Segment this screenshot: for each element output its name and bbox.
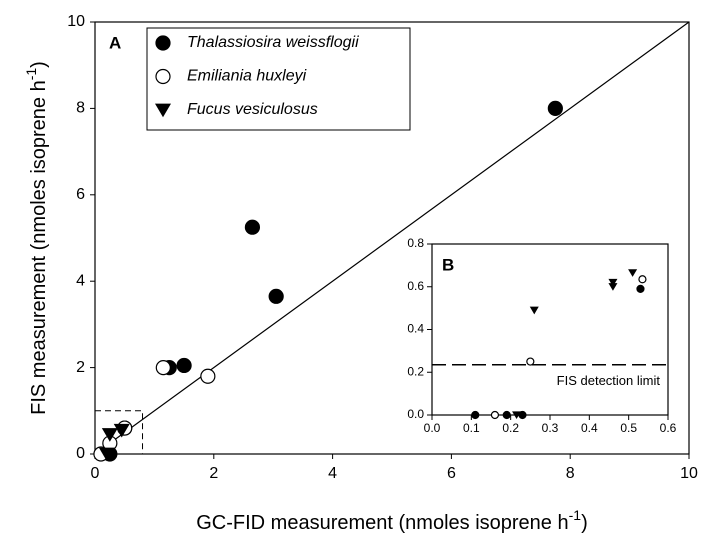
point xyxy=(471,410,480,420)
x-tick-label: 0.4 xyxy=(581,421,598,435)
x-tick-label: 0.2 xyxy=(502,421,519,435)
x-tick-label: 0.6 xyxy=(660,421,677,435)
point xyxy=(200,368,216,384)
panel-label: A xyxy=(109,33,121,52)
y-tick-label: 6 xyxy=(76,186,85,203)
y-axis-label-main: FIS measurement (nmoles isoprene h xyxy=(28,80,50,415)
point xyxy=(526,357,535,366)
x-axis-label: GC-FID measurement (nmoles isoprene h-1) xyxy=(196,507,587,535)
y-tick-label: 0.8 xyxy=(407,236,424,250)
x-tick-label: 0.5 xyxy=(620,421,637,435)
legend-box xyxy=(146,27,411,131)
point xyxy=(512,411,522,420)
x-tick-label: 2 xyxy=(209,465,218,482)
y-axis-label-sup: -1 xyxy=(23,68,39,81)
point xyxy=(244,219,261,235)
point xyxy=(518,410,527,420)
legend-label: Emiliania huxleyi xyxy=(187,68,307,85)
plot-frame xyxy=(431,243,669,416)
point xyxy=(98,447,115,462)
x-axis-label-main: GC-FID measurement (nmoles isoprene h xyxy=(196,512,568,534)
point xyxy=(101,428,118,442)
x-tick-label: 6 xyxy=(447,465,456,482)
identity-line xyxy=(94,21,690,455)
point xyxy=(529,306,539,315)
x-tick-label: 0.1 xyxy=(463,421,480,435)
plot-frame xyxy=(94,21,690,455)
point xyxy=(628,269,638,277)
point xyxy=(155,68,171,85)
detection-limit-label: FIS detection limit xyxy=(557,373,661,388)
x-tick-label: 8 xyxy=(566,465,575,482)
x-tick-label: 4 xyxy=(328,465,337,482)
y-tick-label: 0.4 xyxy=(407,322,424,336)
legend-label: Fucus vesiculosus xyxy=(187,101,318,118)
x-axis-label-sup: -1 xyxy=(569,507,582,523)
point xyxy=(155,103,171,118)
point xyxy=(490,410,500,420)
point xyxy=(638,275,647,284)
y-tick-label: 8 xyxy=(76,100,85,117)
y-axis-label-end: ) xyxy=(28,61,50,68)
point xyxy=(155,35,171,51)
x-tick-label: 0.3 xyxy=(542,421,559,435)
point xyxy=(268,288,284,304)
point xyxy=(155,360,171,376)
point xyxy=(608,283,618,291)
point xyxy=(113,423,130,438)
point xyxy=(547,100,563,117)
panel-label: B xyxy=(442,255,454,274)
y-tick-label: 0.2 xyxy=(407,364,424,378)
y-tick-label: 0 xyxy=(76,445,85,462)
x-tick-label: 0.0 xyxy=(424,421,441,435)
y-tick-label: 10 xyxy=(67,13,85,30)
legend-label: Thalassiosira weissflogii xyxy=(187,34,359,51)
x-axis-label-end: ) xyxy=(581,512,588,534)
point xyxy=(176,357,192,374)
y-tick-label: 2 xyxy=(76,359,85,376)
x-tick-label: 0 xyxy=(91,465,100,482)
y-tick-label: 0.0 xyxy=(407,407,424,421)
y-tick-label: 0.6 xyxy=(407,279,424,293)
y-axis-label: FIS measurement (nmoles isoprene h-1) xyxy=(23,61,51,415)
x-tick-label: 10 xyxy=(680,465,698,482)
point xyxy=(636,284,645,293)
point xyxy=(502,410,511,420)
point xyxy=(608,278,618,287)
y-tick-label: 4 xyxy=(76,272,85,289)
zoom-box xyxy=(94,410,144,455)
